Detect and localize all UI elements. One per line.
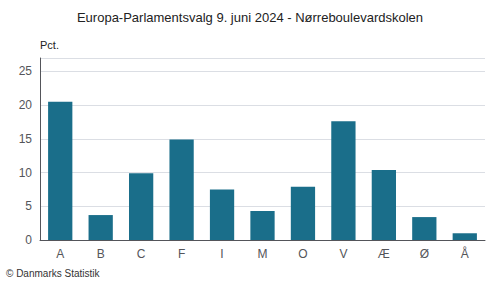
svg-text:25: 25 [19, 64, 33, 78]
svg-text:Ø: Ø [420, 247, 429, 261]
svg-text:0: 0 [25, 233, 32, 247]
svg-text:Europa-Parlamentsvalg 9. juni: Europa-Parlamentsvalg 9. juni 2024 - Nør… [77, 10, 423, 25]
svg-text:M: M [258, 247, 268, 261]
svg-text:5: 5 [25, 199, 32, 213]
svg-text:I: I [220, 247, 223, 261]
svg-text:20: 20 [19, 98, 33, 112]
svg-text:Pct.: Pct. [40, 39, 59, 51]
svg-text:F: F [178, 247, 185, 261]
svg-text:10: 10 [19, 166, 33, 180]
svg-text:O: O [298, 247, 307, 261]
svg-text:A: A [56, 247, 64, 261]
svg-text:Å: Å [461, 246, 469, 261]
svg-text:B: B [97, 247, 105, 261]
svg-text:© Danmarks Statistik: © Danmarks Statistik [6, 268, 101, 279]
svg-text:C: C [137, 247, 146, 261]
svg-text:Æ: Æ [378, 247, 390, 261]
svg-text:V: V [339, 247, 347, 261]
svg-text:15: 15 [19, 132, 33, 146]
